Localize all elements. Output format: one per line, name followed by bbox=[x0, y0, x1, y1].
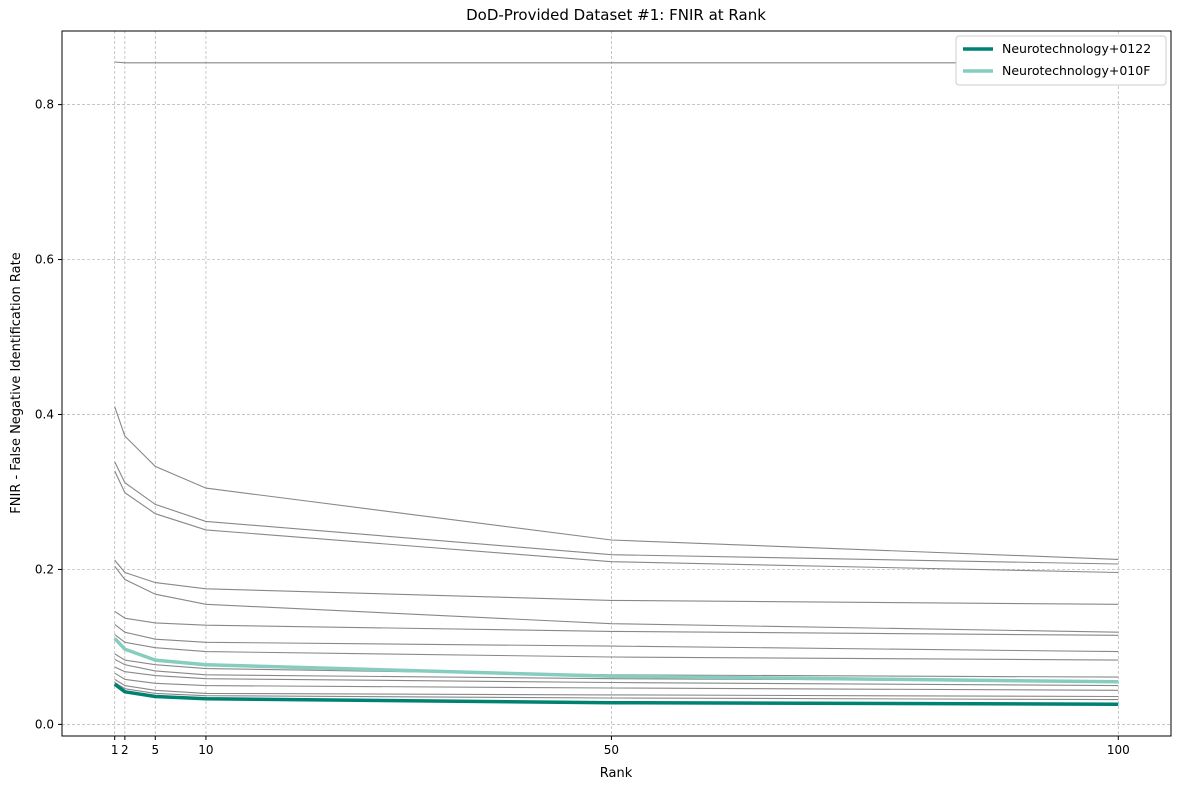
x-tick-label: 100 bbox=[1107, 743, 1130, 757]
background-series-line bbox=[114, 61, 1119, 64]
background-series-line bbox=[114, 559, 1119, 605]
background-series-line bbox=[114, 565, 1119, 633]
y-tick-label: 0.2 bbox=[35, 562, 54, 576]
background-series-line bbox=[114, 666, 1119, 687]
legend: Neurotechnology+0122 Neurotechnology+010F bbox=[955, 35, 1167, 86]
series-line bbox=[113, 637, 1119, 684]
plot-frame bbox=[61, 30, 1172, 737]
x-tick-label: 1 bbox=[111, 743, 119, 757]
x-tick-label: 10 bbox=[198, 743, 213, 757]
background-series bbox=[114, 61, 1119, 701]
background-series-line bbox=[114, 470, 1119, 574]
y-axis-ticks: 0.0 0.2 0.4 0.6 0.8 bbox=[35, 98, 62, 731]
x-tick-label: 2 bbox=[121, 743, 129, 757]
grid bbox=[62, 31, 1171, 736]
series-line bbox=[113, 682, 1119, 706]
background-series-line bbox=[114, 461, 1119, 565]
background-series-line bbox=[114, 682, 1119, 701]
x-tick-label: 50 bbox=[604, 743, 619, 757]
background-series-line bbox=[114, 653, 1119, 678]
background-series-line bbox=[114, 623, 1119, 653]
background-series-line bbox=[114, 658, 1119, 682]
y-tick-label: 0.8 bbox=[35, 98, 54, 112]
background-series-line bbox=[114, 678, 1119, 698]
legend-box bbox=[955, 35, 1167, 86]
background-series-line bbox=[114, 634, 1119, 661]
chart-title: DoD-Provided Dataset #1: FNIR at Rank bbox=[466, 6, 766, 24]
x-tick-label: 5 bbox=[151, 743, 159, 757]
x-axis-ticks: 1 2 5 10 50 100 bbox=[111, 736, 1130, 757]
x-axis-title: Rank bbox=[600, 766, 633, 781]
y-tick-label: 0.4 bbox=[35, 407, 54, 421]
y-axis-title: FNIR - False Negative Identification Rat… bbox=[9, 252, 24, 513]
legend-label: Neurotechnology+0122 bbox=[1002, 41, 1151, 56]
background-series-line bbox=[114, 406, 1119, 560]
background-series-line bbox=[114, 610, 1119, 636]
highlight-series bbox=[113, 637, 1119, 706]
y-tick-label: 0.6 bbox=[35, 253, 54, 267]
legend-label: Neurotechnology+010F bbox=[1002, 63, 1150, 78]
background-series-line bbox=[114, 672, 1119, 691]
y-tick-label: 0.0 bbox=[35, 717, 54, 731]
